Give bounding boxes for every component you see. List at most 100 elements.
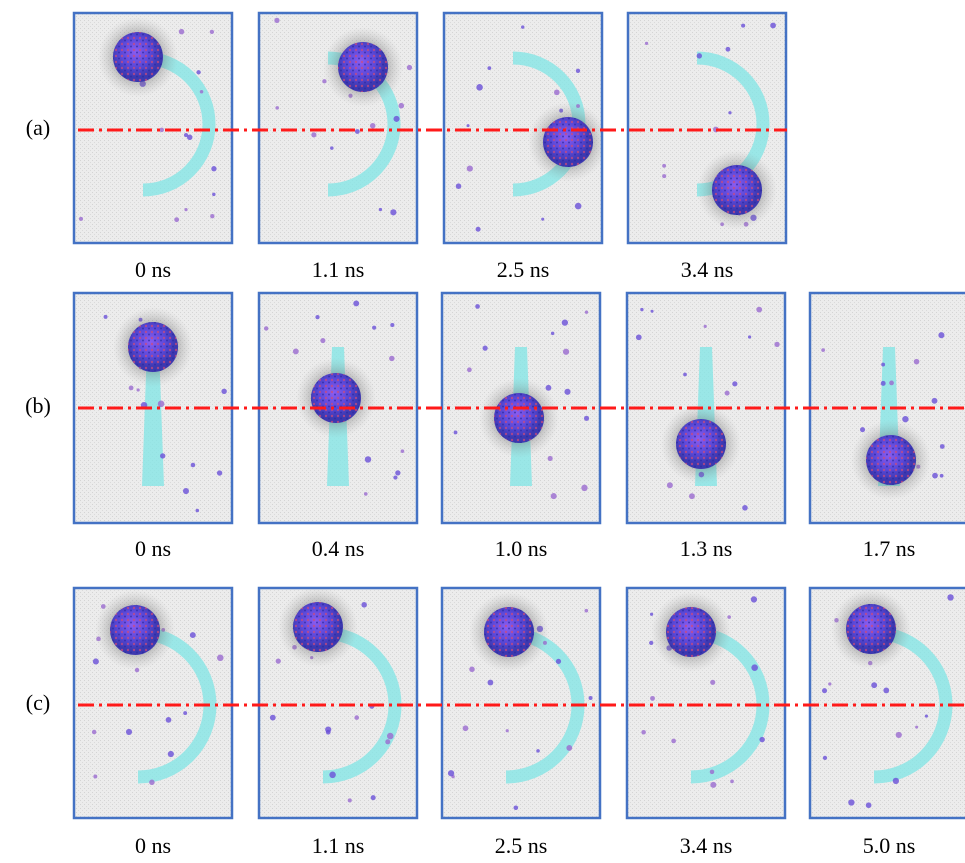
small-molecule: [385, 739, 390, 744]
small-molecule: [160, 453, 165, 458]
small-molecule: [467, 124, 470, 127]
small-molecule: [325, 726, 331, 732]
small-molecule: [448, 770, 454, 776]
small-molecule: [200, 90, 204, 94]
small-molecule: [650, 613, 653, 616]
small-molecule: [407, 65, 412, 70]
small-molecule: [823, 756, 827, 760]
time-label: 3.4 ns: [680, 833, 733, 858]
small-molecule: [217, 654, 224, 661]
small-molecule: [463, 725, 469, 731]
small-molecule: [129, 386, 134, 391]
small-molecule: [636, 334, 642, 340]
time-label: 2.5 ns: [495, 833, 548, 858]
small-molecule: [354, 715, 359, 720]
small-molecule: [179, 29, 184, 34]
small-molecule: [581, 485, 587, 491]
small-molecule: [365, 456, 371, 462]
snapshot-panel: [258, 587, 418, 819]
small-molecule: [274, 18, 279, 23]
small-molecule: [467, 367, 472, 372]
small-molecule: [389, 356, 394, 361]
small-molecule: [79, 217, 83, 221]
small-molecule: [925, 715, 928, 718]
small-molecule: [821, 348, 825, 352]
small-molecule: [704, 325, 707, 328]
particle-texture: [110, 605, 160, 655]
small-molecule: [915, 726, 918, 729]
small-molecule: [210, 30, 214, 34]
small-molecule: [575, 203, 582, 210]
small-molecule: [183, 711, 187, 715]
snapshot-panel: [73, 587, 233, 819]
small-molecule: [315, 315, 319, 319]
small-molecule: [554, 90, 560, 96]
small-molecule: [183, 488, 189, 494]
small-molecule: [748, 335, 751, 338]
small-molecule: [940, 444, 945, 449]
small-molecule: [667, 482, 673, 488]
time-label: 0 ns: [135, 833, 171, 858]
small-molecule: [476, 227, 481, 232]
small-molecule: [551, 332, 554, 335]
particle-texture: [494, 393, 544, 443]
small-molecule: [697, 53, 702, 58]
time-label: 2.5 ns: [497, 257, 550, 282]
time-label: 1.1 ns: [312, 257, 365, 282]
small-molecule: [871, 682, 877, 688]
time-label: 0 ns: [135, 536, 171, 561]
small-molecule: [584, 416, 589, 421]
small-molecule: [348, 798, 352, 802]
small-molecule: [589, 696, 593, 700]
time-label: 1.3 ns: [680, 536, 733, 561]
small-molecule: [671, 739, 676, 744]
small-molecule: [174, 217, 179, 222]
small-molecule: [883, 688, 889, 694]
small-molecule: [361, 602, 367, 608]
time-label: 0.4 ns: [312, 536, 365, 561]
small-molecule: [751, 664, 758, 671]
time-label: 3.4 ns: [681, 257, 734, 282]
small-molecule: [275, 106, 279, 110]
small-molecule: [551, 493, 557, 499]
small-molecule: [848, 799, 854, 805]
small-molecule: [399, 103, 405, 109]
small-molecule: [166, 717, 172, 723]
snapshot-panel: [258, 12, 418, 244]
small-molecule: [395, 470, 400, 475]
particle-texture: [676, 419, 726, 469]
small-molecule: [710, 770, 715, 775]
small-molecule: [947, 594, 953, 600]
small-molecule: [506, 729, 509, 732]
small-molecule: [932, 398, 938, 404]
time-label: 5.0 ns: [863, 833, 916, 858]
small-molecule: [541, 218, 544, 221]
snapshot-panel: [73, 12, 233, 244]
small-molecule: [93, 775, 97, 779]
particle-texture: [311, 373, 361, 423]
snapshot-panel: [443, 12, 608, 244]
small-molecule: [476, 84, 483, 91]
snapshot-panel: [441, 587, 601, 819]
figure: (a)0 ns1.1 ns2.5 ns3.4 ns(b)0 ns0.4 ns1.…: [0, 0, 965, 863]
particle-texture: [293, 602, 343, 652]
small-molecule: [329, 772, 336, 779]
small-molecule: [896, 732, 902, 738]
small-molecule: [379, 208, 382, 211]
small-molecule: [585, 311, 588, 314]
particle-texture: [338, 42, 388, 92]
small-molecule: [645, 42, 648, 45]
small-molecule: [158, 401, 165, 408]
small-molecule: [730, 780, 734, 784]
small-molecule: [710, 782, 716, 788]
small-molecule: [521, 25, 524, 28]
small-molecule: [212, 193, 215, 196]
time-label: 1.1 ns: [312, 833, 365, 858]
small-molecule: [469, 667, 475, 673]
small-molecule: [770, 23, 776, 29]
small-molecule: [454, 431, 458, 435]
small-molecule: [370, 123, 375, 128]
small-molecule: [742, 505, 748, 511]
small-molecule: [881, 363, 885, 367]
